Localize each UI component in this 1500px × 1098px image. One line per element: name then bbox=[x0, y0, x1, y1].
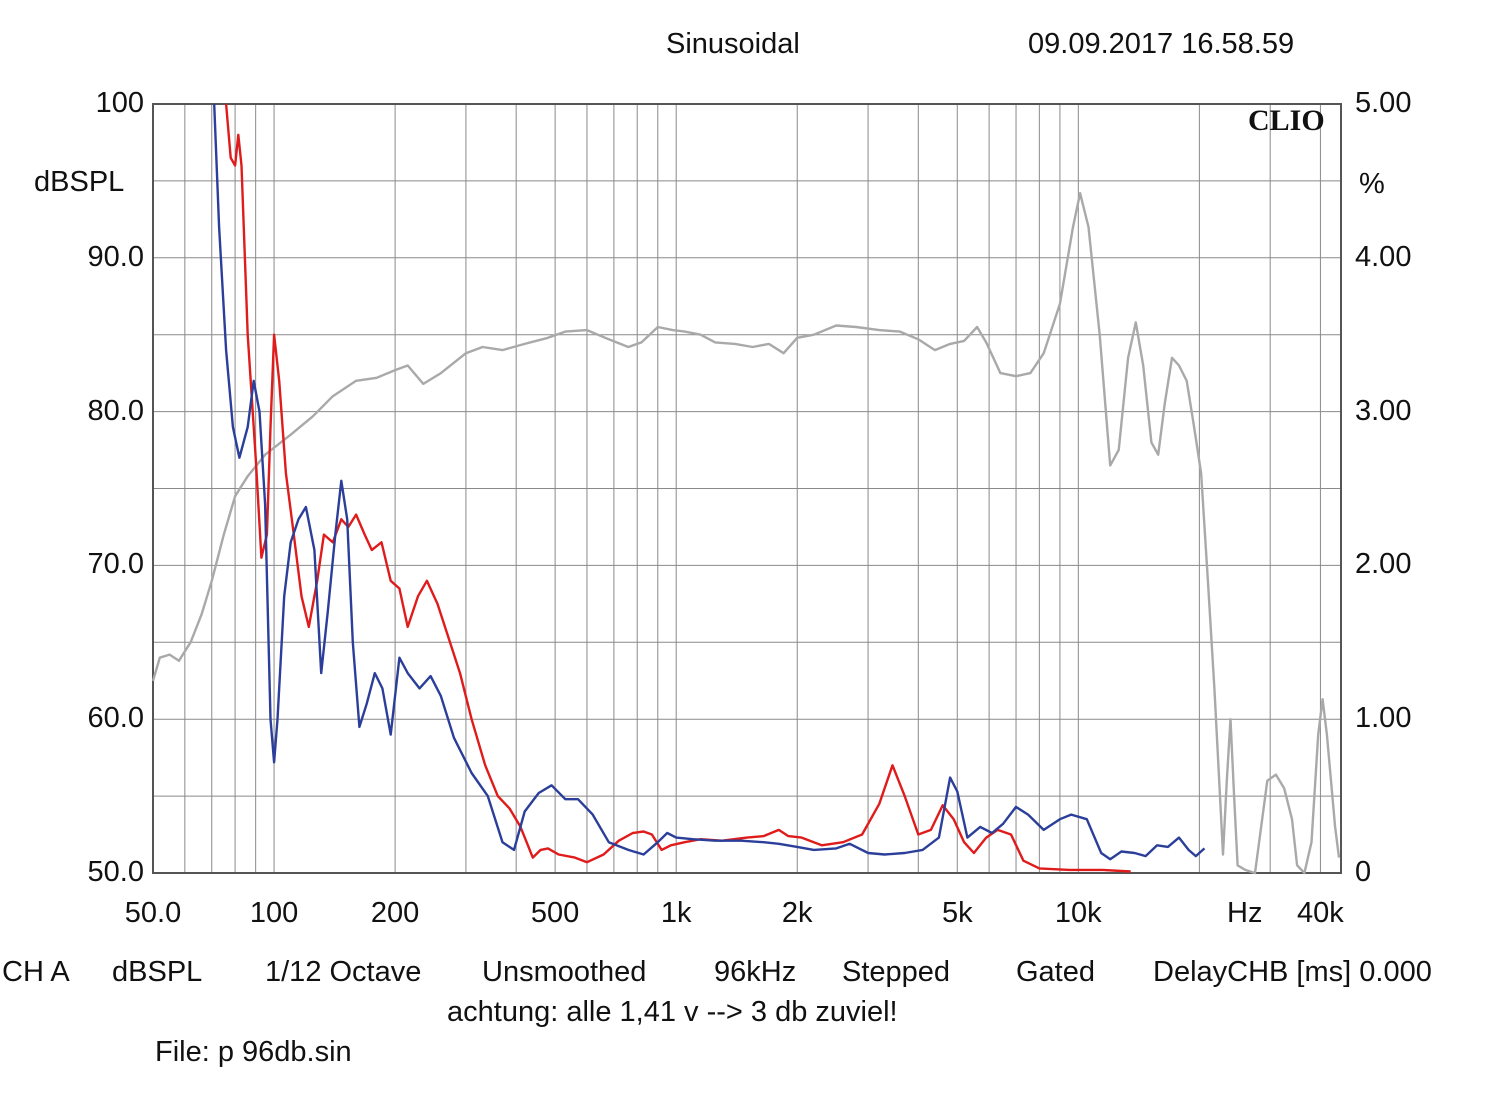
x-unit-label: Hz bbox=[1227, 897, 1263, 929]
y2-tick-label: 4.00 bbox=[1355, 240, 1412, 273]
footer-note: achtung: alle 1,41 v --> 3 db zuviel! bbox=[447, 996, 898, 1028]
footer-smoothing: Unsmoothed bbox=[482, 956, 647, 988]
y-tick-label: 80.0 bbox=[87, 394, 144, 427]
footer-file: File: p 96db.sin bbox=[155, 1036, 352, 1068]
series-line-2 bbox=[213, 103, 1206, 861]
series-line-0 bbox=[151, 192, 1341, 875]
y2-tick-label: 1.00 bbox=[1355, 702, 1412, 735]
y-tick-label: 60.0 bbox=[87, 702, 144, 735]
footer-window: Gated bbox=[1016, 956, 1095, 988]
y-tick-label: 90.0 bbox=[87, 240, 144, 273]
x-tick-label: 100 bbox=[249, 897, 299, 929]
y2-axis-label: % bbox=[1359, 168, 1385, 200]
chart-grid bbox=[152, 103, 1342, 874]
y-tick-label: 50.0 bbox=[87, 856, 144, 888]
header-mode: Sinusoidal bbox=[666, 28, 800, 60]
footer-unit: dBSPL bbox=[112, 956, 203, 988]
footer-samplerate: 96kHz bbox=[714, 956, 797, 988]
x-tick-label: 2k bbox=[781, 897, 813, 929]
x-tick-label: 40k bbox=[1297, 897, 1344, 929]
footer-resolution: 1/12 Octave bbox=[265, 956, 422, 988]
x-tick-label: 10k bbox=[1054, 897, 1102, 929]
series-line-1 bbox=[224, 103, 1131, 873]
footer-channel: CH A bbox=[2, 956, 70, 988]
footer-sweep: Stepped bbox=[842, 956, 951, 988]
y2-tick-label: 5.00 bbox=[1355, 87, 1412, 119]
x-tick-label: 500 bbox=[530, 897, 580, 929]
y2-tick-label: 2.00 bbox=[1355, 548, 1412, 581]
header-timestamp: 09.09.2017 16.58.59 bbox=[1028, 28, 1295, 60]
plot-frame bbox=[152, 103, 1342, 874]
y-tick-label: 100 bbox=[95, 87, 144, 119]
y2-tick-label: 3.00 bbox=[1355, 394, 1412, 427]
x-tick-label: 200 bbox=[370, 897, 420, 929]
y-axis-label: dBSPL bbox=[34, 166, 125, 198]
footer-delay: DelayCHB [ms] 0.000 bbox=[1153, 956, 1432, 988]
y-tick-label: 70.0 bbox=[87, 548, 144, 581]
chart-series bbox=[151, 103, 1341, 875]
y2-tick-label: 0 bbox=[1355, 856, 1372, 888]
x-tick-label: 5k bbox=[941, 897, 973, 929]
brand-logo: CLIO bbox=[1248, 104, 1325, 137]
x-tick-label: 1k bbox=[660, 897, 692, 929]
x-tick-label: 50.0 bbox=[124, 897, 182, 929]
